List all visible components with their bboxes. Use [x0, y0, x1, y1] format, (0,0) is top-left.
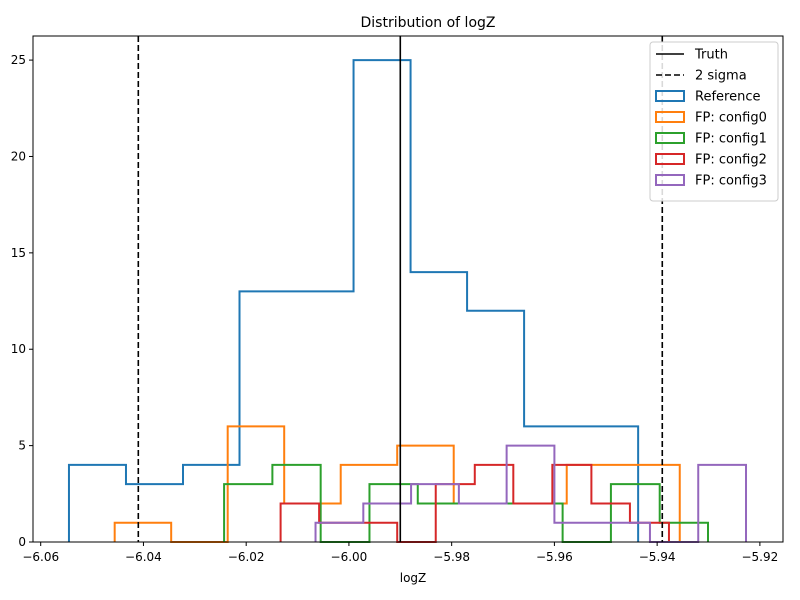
legend-label: FP: config0 [695, 111, 767, 126]
legend-box-swatch [655, 90, 685, 102]
y-tick-label: 0 [18, 535, 26, 549]
x-tick-label: −6.00 [331, 550, 368, 564]
x-tick-label: −5.92 [741, 550, 778, 564]
legend-label: 2 sigma [695, 69, 747, 84]
legend-box-swatch [655, 153, 685, 165]
x-tick-label: −6.06 [22, 550, 59, 564]
legend-label: FP: config1 [695, 132, 767, 147]
y-tick-label: 5 [18, 439, 26, 453]
x-tick-label: −5.96 [536, 550, 573, 564]
axis-ticks: −6.06 −6.04 −6.02 −6.00 −5.98 −5.96 −5.94 −5.92… [11, 53, 779, 564]
legend-box-swatch [655, 132, 685, 144]
legend-label: FP: config2 [695, 153, 767, 168]
histogram-series-0 [67, 59, 640, 542]
legend-label: FP: config3 [695, 174, 767, 189]
y-tick-label: 15 [11, 246, 26, 260]
legend-box-swatch [655, 111, 685, 123]
x-tick-label: −6.04 [125, 550, 162, 564]
x-tick-label: −5.98 [433, 550, 470, 564]
chart-title: Distribution of logZ [360, 15, 495, 31]
y-tick-label: 10 [11, 342, 26, 356]
axes-frame [32, 35, 784, 543]
legend-label: Reference [695, 90, 760, 105]
legend: Truth 2 sigma Reference FP: config0 FP: conf… [649, 41, 779, 202]
legend-box-swatch [655, 174, 685, 186]
legend-label: Truth [694, 48, 728, 63]
y-tick-label: 20 [11, 149, 26, 163]
x-tick-label: −5.94 [639, 550, 676, 564]
histogram-series-2 [223, 463, 709, 543]
x-tick-label: −6.02 [228, 550, 265, 564]
x-axis-label: logZ [400, 571, 427, 585]
y-tick-label: 25 [11, 53, 26, 67]
legend-frame [649, 41, 779, 202]
